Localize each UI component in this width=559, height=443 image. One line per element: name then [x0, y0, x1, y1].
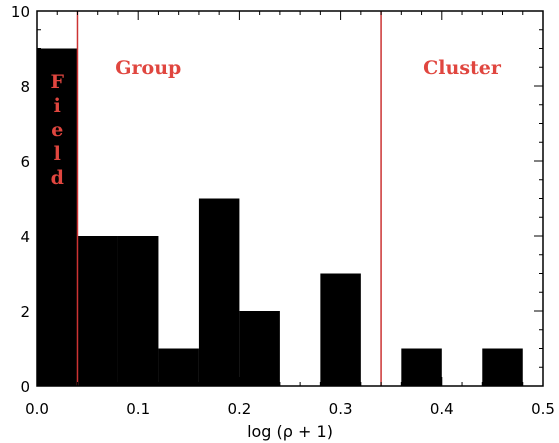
region-label-group: Group	[115, 57, 181, 79]
x-tick-label-4: 0.4	[430, 400, 454, 418]
x-tick-label-5: 0.5	[531, 400, 555, 418]
region-label-field-letter-4: d	[51, 167, 64, 189]
histogram-bar-1	[77, 236, 118, 386]
y-tick-label-2: 4	[20, 228, 30, 246]
histogram-bar-0	[37, 48, 78, 386]
histogram-bar-11	[482, 348, 523, 386]
histogram-bar-9	[401, 348, 442, 386]
region-label-cluster: Cluster	[423, 57, 502, 79]
region-label-field-letter-0: F	[50, 71, 64, 93]
histogram-bar-5	[239, 311, 280, 386]
region-label-field-letter-1: i	[54, 95, 61, 117]
tick-labels-layer: 0.0 0.1 0.2 0.3 0.4 0.5 0 2 4 6 8 10	[11, 3, 555, 418]
y-tick-label-1: 2	[20, 303, 30, 321]
x-tick-label-3: 0.3	[329, 400, 353, 418]
x-axis-title: log (ρ + 1)	[247, 422, 333, 441]
x-tick-label-0: 0.0	[25, 400, 49, 418]
y-tick-label-0: 0	[20, 378, 30, 396]
histogram-bar-7	[320, 273, 361, 386]
ticks-layer	[36, 10, 544, 387]
region-label-field-letter-2: e	[51, 119, 63, 141]
y-tick-label-5: 10	[11, 3, 30, 21]
x-tick-label-2: 0.2	[227, 400, 251, 418]
histogram-bar-3	[158, 348, 199, 386]
region-label-field-letter-3: l	[54, 143, 61, 165]
y-tick-label-3: 6	[20, 153, 30, 171]
histogram-bar-2	[117, 236, 159, 386]
bars-layer	[37, 48, 523, 386]
histogram-bar-4	[198, 198, 240, 386]
x-tick-label-1: 0.1	[126, 400, 150, 418]
y-tick-label-4: 8	[20, 78, 30, 96]
dividers-layer	[76, 11, 382, 386]
